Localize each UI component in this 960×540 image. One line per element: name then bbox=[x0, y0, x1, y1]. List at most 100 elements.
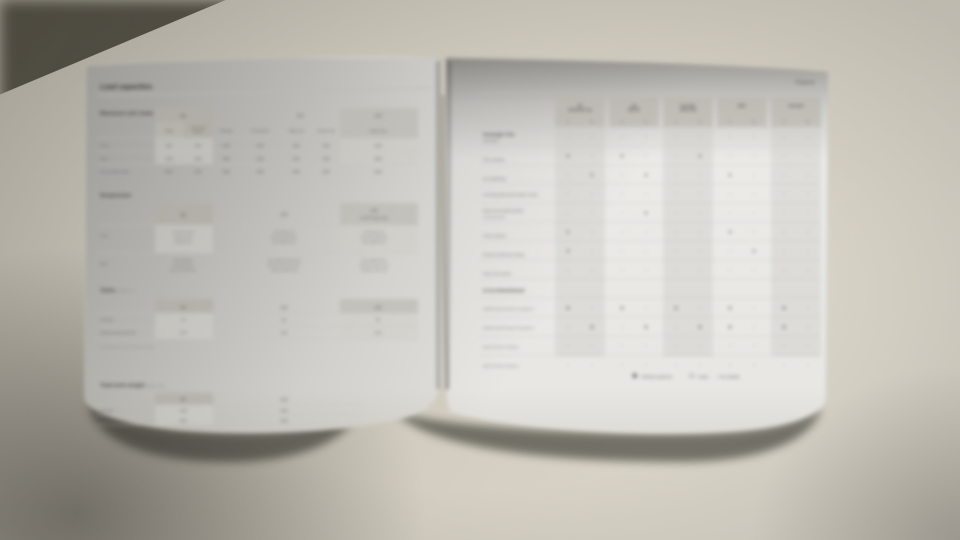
svg-text:Seat fabric: Seat fabric bbox=[483, 139, 499, 143]
svg-text:kg: kg bbox=[181, 113, 186, 118]
svg-text:1400: 1400 bbox=[292, 157, 300, 161]
svg-text:= Standard equipment: = Standard equipment bbox=[639, 375, 673, 379]
svg-text:2350: 2350 bbox=[222, 170, 230, 174]
svg-text:120: 120 bbox=[374, 305, 382, 310]
svg-text:Remote central door locking: Remote central door locking bbox=[483, 253, 524, 257]
svg-text:1450: 1450 bbox=[256, 157, 264, 161]
svg-text:900: 900 bbox=[166, 144, 172, 148]
svg-text:Extra Wheel: Extra Wheel bbox=[251, 129, 269, 133]
svg-text:Gross Vehicle Mass: Gross Vehicle Mass bbox=[100, 170, 129, 174]
svg-text:Rear: Rear bbox=[100, 262, 108, 266]
svg-text:Extra Cab: Extra Cab bbox=[680, 108, 696, 112]
svg-text:In-Car Entertainment: In-Car Entertainment bbox=[483, 288, 525, 293]
svg-text:Radio CD with 6 speakers: Radio CD with 6 speakers bbox=[483, 364, 519, 368]
svg-text:900: 900 bbox=[195, 144, 201, 148]
svg-text:Semi-elliptical leaf spring: Semi-elliptical leaf spring bbox=[267, 258, 301, 262]
svg-text:Diesel exhaust fluid tank: Diesel exhaust fluid tank bbox=[100, 331, 136, 335]
svg-text:gas shock absorber: gas shock absorber bbox=[361, 235, 387, 239]
svg-text:Heavy Duty: Heavy Duty bbox=[369, 129, 386, 133]
svg-text:absorber with: absorber with bbox=[174, 235, 192, 239]
svg-text:70: 70 bbox=[181, 318, 185, 322]
svg-text:Workmate Top: Workmate Top bbox=[568, 108, 591, 112]
svg-text:2000: 2000 bbox=[165, 170, 173, 174]
svg-text:Rear tow bar (factory-fitted): Rear tow bar (factory-fitted) bbox=[483, 209, 523, 213]
svg-text:& 150 Heavy Duty: & 150 Heavy Duty bbox=[360, 216, 388, 220]
svg-text:Coil over shock: Coil over shock bbox=[173, 230, 194, 234]
svg-text:1300: 1300 bbox=[165, 157, 173, 161]
svg-text:2050: 2050 bbox=[280, 419, 288, 423]
svg-text:kg: kg bbox=[181, 212, 186, 217]
svg-text:90: 90 bbox=[180, 305, 186, 310]
svg-text:Utility Tray: Utility Tray bbox=[288, 129, 304, 133]
svg-text:Double Cab: Double Cab bbox=[100, 419, 118, 423]
svg-text:Suspension: Suspension bbox=[100, 193, 132, 199]
svg-text:16.5: 16.5 bbox=[281, 331, 288, 335]
svg-text:1450: 1450 bbox=[322, 157, 330, 161]
svg-text:2250: 2250 bbox=[194, 170, 202, 174]
svg-text:Leaf spring over: Leaf spring over bbox=[363, 230, 385, 234]
svg-text:absorber, taper leaf: absorber, taper leaf bbox=[361, 268, 387, 272]
svg-text:1000: 1000 bbox=[222, 144, 230, 148]
svg-text:120: 120 bbox=[371, 208, 379, 213]
svg-text:110: 110 bbox=[296, 113, 304, 118]
svg-text:110: 110 bbox=[280, 397, 288, 402]
svg-text:120: 120 bbox=[374, 113, 382, 118]
svg-text:AM/FM radio/CD player (6 speak: AM/FM radio/CD player (6 speakers) bbox=[483, 326, 533, 330]
svg-text:1000: 1000 bbox=[256, 144, 264, 148]
svg-text:1900: 1900 bbox=[179, 419, 187, 423]
svg-text:Double Cab: Double Cab bbox=[317, 129, 335, 133]
svg-text:Maximum axle loads: Maximum axle loads bbox=[100, 111, 154, 117]
svg-text:1750: 1750 bbox=[179, 409, 187, 413]
svg-text:SR5 MT: SR5 MT bbox=[628, 108, 641, 112]
svg-text:1050: 1050 bbox=[292, 144, 300, 148]
svg-text:Fuel tank: Fuel tank bbox=[100, 318, 114, 322]
svg-text:80: 80 bbox=[376, 318, 380, 322]
svg-text:90: 90 bbox=[180, 397, 186, 402]
svg-text:with gas shock absorber,: with gas shock absorber, bbox=[267, 263, 300, 267]
svg-text:All weights in kg unless other: All weights in kg unless otherwise state… bbox=[100, 345, 154, 349]
svg-text:Standard: Standard bbox=[219, 129, 233, 133]
svg-text:Air conditioning: Air conditioning bbox=[483, 177, 506, 181]
svg-text:stabilizer bar: stabilizer bar bbox=[174, 240, 191, 244]
svg-text:2450: 2450 bbox=[374, 170, 382, 174]
svg-text:Floor covering: Floor covering bbox=[483, 158, 504, 162]
svg-text:2350: 2350 bbox=[292, 170, 300, 174]
svg-text:Invincible: Invincible bbox=[788, 104, 804, 108]
svg-text:= Option: = Option bbox=[696, 375, 709, 379]
svg-text:M: M bbox=[753, 120, 756, 124]
svg-text:2350: 2350 bbox=[256, 170, 264, 174]
svg-text:10-leaf (Double Cab): 10-leaf (Double Cab) bbox=[270, 268, 298, 272]
svg-text:2350: 2350 bbox=[322, 170, 330, 174]
svg-text:Power door mirrors: Power door mirrors bbox=[483, 272, 511, 276]
svg-text:Power windows: Power windows bbox=[483, 234, 506, 238]
svg-text:& wiring harness: & wiring harness bbox=[483, 215, 506, 219]
svg-text:110: 110 bbox=[280, 305, 288, 310]
svg-text:16.5: 16.5 bbox=[375, 331, 382, 335]
svg-text:leaf spring with: leaf spring with bbox=[173, 263, 193, 267]
svg-text:Single: Single bbox=[164, 129, 173, 133]
svg-text:- = Not available: - = Not available bbox=[715, 375, 740, 379]
svg-text:SR5+: SR5+ bbox=[738, 104, 747, 108]
svg-text:Front: Front bbox=[100, 144, 108, 148]
svg-text:80: 80 bbox=[282, 318, 286, 322]
svg-text:spring with gas shock: spring with gas shock bbox=[360, 263, 389, 267]
svg-text:with stabilizer bar: with stabilizer bar bbox=[362, 240, 385, 244]
svg-text:Passenger Trim: Passenger Trim bbox=[483, 132, 514, 137]
svg-text:Features: Features bbox=[795, 80, 815, 86]
svg-text:AM/FM radio/CD player (2 speak: AM/FM radio/CD player (2 speakers) bbox=[483, 307, 533, 311]
svg-text:1000: 1000 bbox=[322, 144, 330, 148]
svg-text:with stabilizer bar: with stabilizer bar bbox=[272, 240, 295, 244]
svg-text:1500: 1500 bbox=[194, 157, 202, 161]
svg-text:Load capacities: Load capacities bbox=[100, 84, 153, 91]
svg-text:Front fog lamps (front bumper: Front fog lamps (front bumper mount) bbox=[483, 193, 538, 197]
svg-text:Radio CD with 4 speakers: Radio CD with 4 speakers bbox=[483, 345, 519, 349]
svg-text:1450: 1450 bbox=[222, 157, 230, 161]
svg-text:Standard: Standard bbox=[100, 409, 114, 413]
svg-text:Wheel: Wheel bbox=[193, 130, 203, 134]
svg-text:gas shock absorber: gas shock absorber bbox=[170, 268, 196, 272]
svg-text:M: M bbox=[591, 120, 594, 124]
svg-text:1000: 1000 bbox=[374, 144, 382, 148]
svg-text:Semi-elliptical leaf: Semi-elliptical leaf bbox=[362, 258, 386, 262]
svg-text:Front: Front bbox=[100, 234, 108, 238]
svg-text:1550: 1550 bbox=[374, 157, 382, 161]
